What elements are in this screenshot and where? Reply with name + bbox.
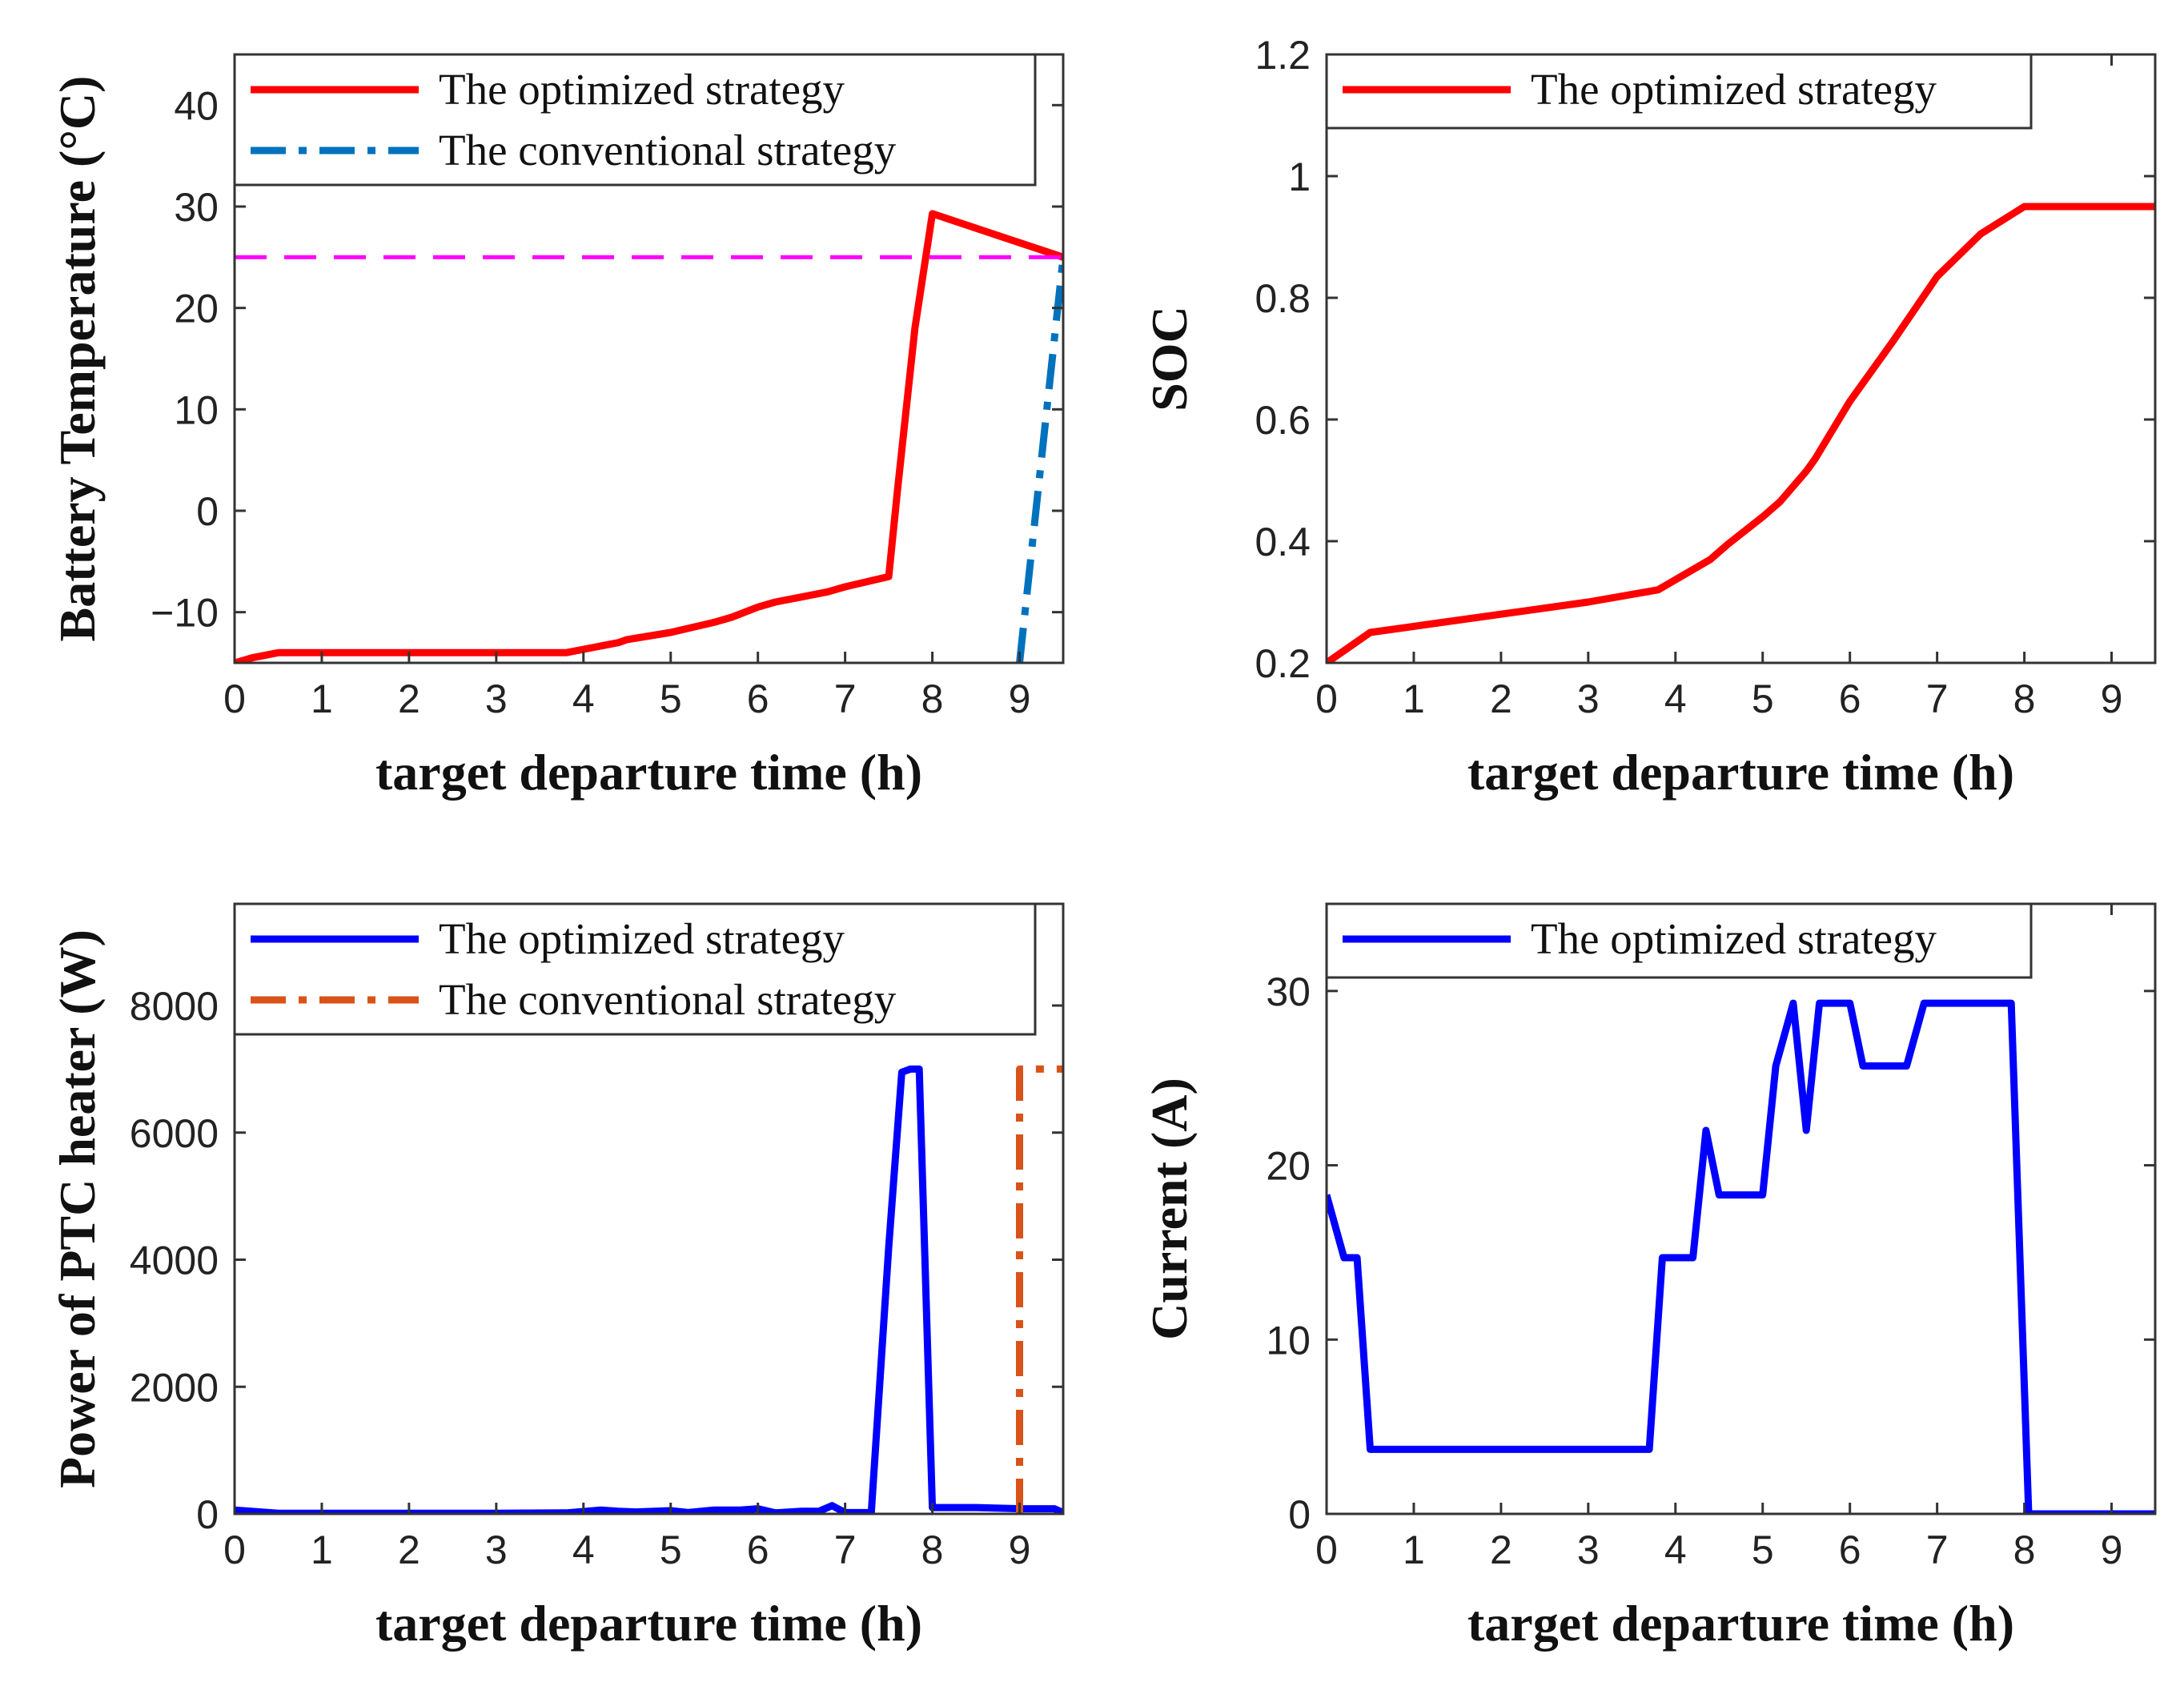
- x-axis-label: target departure time (h): [1467, 744, 2014, 801]
- x-tick-label: 8: [921, 676, 944, 721]
- x-tick-label: 2: [398, 1527, 420, 1572]
- y-tick-label: 0.8: [1255, 276, 1311, 321]
- x-tick-label: 0: [1315, 676, 1338, 721]
- chart-ptc-power: 0 1 2 3 4 5 6 7 8 9 0 2000 4000 6000 8000 target depar…: [49, 902, 1065, 1652]
- series-the-optimized-strategy: [1327, 203, 2155, 663]
- ticks-layer: 0 1 2 3 4 5 6 7 8 9 0.2 0.4 0.6 0.8 1 1.2: [1255, 33, 2155, 721]
- x-tick-label: 1: [1403, 1527, 1425, 1572]
- x-tick-label: 3: [485, 676, 508, 721]
- y-tick-label: 10: [174, 387, 219, 432]
- y-tick-label: 0: [196, 1492, 219, 1537]
- legend-box: [233, 53, 1037, 187]
- chart-current: 0 1 2 3 4 5 6 7 8 9 0 10 20 30 target departure time …: [1141, 902, 2157, 1652]
- series-layer: [235, 210, 1063, 663]
- x-tick-label: 8: [2013, 676, 2036, 721]
- series-layer: [1327, 203, 2155, 663]
- y-tick-label: 40: [174, 83, 219, 128]
- series-the-optimized-strategy: [1327, 999, 2155, 1514]
- x-tick-label: 7: [834, 676, 857, 721]
- y-tick-label: 8000: [130, 984, 219, 1029]
- x-tick-label: 0: [1315, 1527, 1338, 1572]
- y-tick-label: 6000: [130, 1111, 219, 1156]
- x-tick-label: 8: [2013, 1527, 2036, 1572]
- y-tick-label: 0: [196, 489, 219, 534]
- series-layer: [235, 1065, 1063, 1514]
- y-tick-label: 20: [1266, 1144, 1311, 1189]
- y-axis-label: SOC: [1141, 306, 1198, 411]
- legend-label-optimized: The optimized strategy: [439, 914, 845, 963]
- x-tick-label: 7: [1926, 676, 1949, 721]
- x-tick-label: 2: [398, 676, 420, 721]
- x-tick-label: 4: [572, 1527, 595, 1572]
- x-axis-label: target departure time (h): [375, 1595, 922, 1652]
- legend: The optimized strategy The conventional …: [233, 53, 1037, 187]
- y-tick-label: −10: [151, 591, 219, 636]
- y-axis-label: Power of PTC heater (W): [49, 929, 106, 1488]
- x-tick-label: 1: [311, 1527, 333, 1572]
- x-tick-label: 5: [1752, 676, 1774, 721]
- y-tick-label: 0.2: [1255, 641, 1311, 686]
- x-tick-label: 4: [1664, 1527, 1687, 1572]
- x-tick-label: 9: [1009, 1527, 1031, 1572]
- y-tick-label: 0: [1288, 1492, 1311, 1537]
- series-the-optimized-strategy: [235, 210, 1063, 663]
- plot-frame: [1325, 902, 2157, 1515]
- x-tick-label: 1: [1403, 676, 1425, 721]
- series-the-conventional-strategy: [1016, 256, 1063, 663]
- x-tick-label: 8: [921, 1527, 944, 1572]
- x-tick-label: 5: [660, 676, 682, 721]
- y-tick-label: 0.6: [1255, 398, 1311, 443]
- y-axis-label: Current (A): [1141, 1078, 1198, 1340]
- chart-soc: 0 1 2 3 4 5 6 7 8 9 0.2 0.4 0.6 0.8 1 1.2 target depart…: [1141, 33, 2157, 801]
- x-tick-label: 0: [223, 1527, 246, 1572]
- ticks-layer: 0 1 2 3 4 5 6 7 8 9 0 10 20 30: [1266, 904, 2155, 1572]
- x-tick-label: 3: [1577, 676, 1600, 721]
- legend: The optimized strategy The conventional …: [233, 902, 1037, 1036]
- x-tick-label: 6: [1839, 676, 1861, 721]
- plot-frame: [1325, 53, 2157, 664]
- x-tick-label: 7: [834, 1527, 857, 1572]
- series-layer: [1327, 999, 2155, 1514]
- x-axis-label: target departure time (h): [375, 744, 922, 801]
- legend-label-optimized: The optimized strategy: [1531, 65, 1937, 114]
- x-tick-label: 6: [1839, 1527, 1861, 1572]
- x-axis-label: target departure time (h): [1467, 1595, 2014, 1652]
- legend-label-optimized: The optimized strategy: [1531, 914, 1937, 963]
- x-tick-label: 3: [1577, 1527, 1600, 1572]
- x-tick-label: 1: [311, 676, 333, 721]
- y-tick-label: 30: [1266, 969, 1311, 1014]
- legend-label-conventional: The conventional strategy: [439, 126, 897, 175]
- x-tick-label: 2: [1490, 676, 1512, 721]
- y-tick-label: 1: [1288, 155, 1311, 199]
- legend-label-conventional: The conventional strategy: [439, 975, 897, 1024]
- y-tick-label: 4000: [130, 1238, 219, 1283]
- series-the-optimized-strategy: [235, 1065, 1063, 1514]
- legend: The optimized strategy: [1325, 902, 2033, 979]
- x-tick-label: 0: [223, 676, 246, 721]
- x-tick-label: 7: [1926, 1527, 1949, 1572]
- y-tick-label: 2000: [130, 1365, 219, 1410]
- x-tick-label: 6: [747, 1527, 769, 1572]
- x-tick-label: 4: [572, 676, 595, 721]
- y-tick-label: 0.4: [1255, 520, 1311, 564]
- y-tick-label: 1.2: [1255, 33, 1311, 78]
- x-tick-label: 5: [1752, 1527, 1774, 1572]
- legend-label-optimized: The optimized strategy: [439, 65, 845, 114]
- x-tick-label: 9: [2101, 1527, 2123, 1572]
- y-tick-label: 30: [174, 185, 219, 230]
- legend-box: [233, 902, 1037, 1036]
- x-tick-label: 5: [660, 1527, 682, 1572]
- x-tick-label: 6: [747, 676, 769, 721]
- x-tick-label: 3: [485, 1527, 508, 1572]
- x-tick-label: 9: [2101, 676, 2123, 721]
- y-tick-label: 20: [174, 287, 219, 331]
- legend: The optimized strategy: [1325, 53, 2033, 130]
- x-tick-label: 4: [1664, 676, 1687, 721]
- series-the-conventional-strategy: [1016, 1065, 1063, 1514]
- y-axis-label: Battery Temperature (°C): [49, 76, 106, 642]
- x-tick-label: 2: [1490, 1527, 1512, 1572]
- x-tick-label: 9: [1009, 676, 1031, 721]
- y-tick-label: 10: [1266, 1318, 1311, 1363]
